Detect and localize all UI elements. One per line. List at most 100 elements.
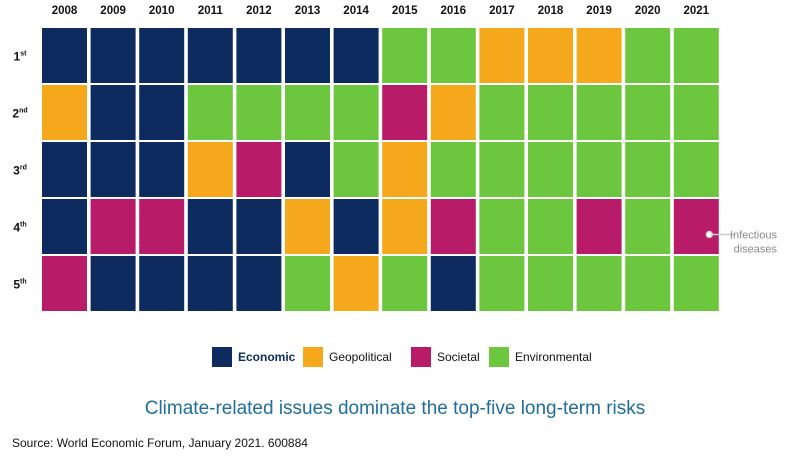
cell-2021-rank-2 [673, 85, 719, 140]
cell-2008-rank-3 [42, 142, 87, 197]
annotation-text-line: Infectious [730, 230, 778, 242]
legend-swatch-geopolitical [303, 347, 323, 367]
cell-2010-rank-3 [139, 142, 185, 197]
cell-2021-rank-1 [673, 28, 719, 83]
cell-2017-rank-4 [479, 199, 525, 254]
year-label-2011: 2011 [198, 5, 224, 17]
cell-2013-rank-1 [285, 28, 330, 83]
legend-label-economic: Economic [238, 350, 296, 364]
cell-2016-rank-5 [430, 256, 476, 311]
source-note: Source: World Economic Forum, January 20… [12, 436, 308, 450]
cell-2009-rank-1 [90, 28, 136, 83]
cell-2014-rank-5 [333, 256, 379, 311]
cell-2016-rank-3 [430, 142, 476, 197]
rank-labels: 1st 2nd 3rd 4th 5th [12, 50, 27, 292]
cell-2008-rank-2 [42, 85, 87, 140]
legend-label-environmental: Environmental [515, 350, 592, 364]
cell-2009-rank-2 [90, 85, 136, 140]
cell-2012-rank-4 [236, 199, 282, 254]
chart-caption: Climate-related issues dominate the top-… [144, 398, 646, 419]
cell-2020-rank-2 [625, 85, 671, 140]
cell-2011-rank-5 [187, 256, 233, 311]
year-label-2018: 2018 [538, 5, 564, 17]
legend: Economic Geopolitical Societal Environmenta… [212, 347, 592, 367]
cell-2014-rank-2 [333, 85, 379, 140]
risk-heatmap-chart: 2008 2009 2010 2011 2012 2013 2014 2015 2016 2017… [12, 5, 778, 367]
cell-2014-rank-1 [333, 28, 379, 83]
year-label-2013: 2013 [295, 5, 321, 17]
year-label-2016: 2016 [441, 5, 467, 17]
cell-2012-rank-1 [236, 28, 282, 83]
cell-2010-rank-4 [139, 199, 185, 254]
cell-2017-rank-1 [479, 28, 525, 83]
cell-2018-rank-2 [528, 85, 573, 140]
year-label-2010: 2010 [149, 5, 175, 17]
cell-2015-rank-4 [382, 199, 428, 254]
cell-2008-rank-4 [42, 199, 87, 254]
rank-label-3: 3rd [13, 164, 27, 178]
cell-2019-rank-1 [576, 28, 622, 83]
cell-2017-rank-2 [479, 85, 525, 140]
rank-label-4: 4th [13, 221, 26, 235]
cell-2013-rank-3 [285, 142, 330, 197]
cell-2018-rank-1 [528, 28, 573, 83]
cell-2019-rank-4 [576, 199, 622, 254]
legend-swatch-societal [411, 347, 431, 367]
cell-2011-rank-1 [187, 28, 233, 83]
rank-label-2: 2nd [12, 107, 27, 121]
cell-2009-rank-4 [90, 199, 136, 254]
legend-swatch-economic [212, 347, 232, 367]
year-label-2020: 2020 [635, 5, 661, 17]
cell-2016-rank-1 [430, 28, 476, 83]
cell-2020-rank-5 [625, 256, 671, 311]
cell-2011-rank-3 [187, 142, 233, 197]
year-label-2014: 2014 [343, 5, 369, 17]
legend-label-geopolitical: Geopolitical [329, 350, 392, 364]
annotation-dot [705, 230, 714, 239]
legend-label-societal: Societal [437, 350, 480, 364]
cell-2016-rank-2 [430, 85, 476, 140]
cell-2015-rank-2 [382, 85, 428, 140]
year-label-2021: 2021 [684, 5, 710, 17]
cell-2019-rank-3 [576, 142, 622, 197]
cell-2020-rank-3 [625, 142, 671, 197]
cell-2008-rank-5 [42, 256, 87, 311]
cell-2018-rank-4 [528, 199, 573, 254]
year-label-2015: 2015 [392, 5, 418, 17]
cell-2013-rank-4 [285, 199, 330, 254]
cell-2014-rank-4 [333, 199, 379, 254]
year-label-2012: 2012 [246, 5, 272, 17]
cell-2011-rank-4 [187, 199, 233, 254]
cell-2020-rank-1 [625, 28, 671, 83]
cell-2010-rank-2 [139, 85, 185, 140]
cell-2013-rank-2 [285, 85, 330, 140]
cell-2019-rank-5 [576, 256, 622, 311]
cell-2009-rank-5 [90, 256, 136, 311]
annotation-text-line: diseases [734, 244, 778, 256]
cell-2010-rank-1 [139, 28, 185, 83]
cell-2021-rank-4 [673, 199, 719, 254]
cell-2012-rank-3 [236, 142, 282, 197]
year-label-2017: 2017 [489, 5, 515, 17]
year-label-2009: 2009 [100, 5, 126, 17]
cell-2012-rank-5 [236, 256, 282, 311]
cell-2021-rank-3 [673, 142, 719, 197]
year-label-2019: 2019 [586, 5, 612, 17]
cell-2019-rank-2 [576, 85, 622, 140]
cell-2021-rank-5 [673, 256, 719, 311]
rank-label-5: 5th [13, 278, 26, 292]
infectious-diseases-annotation: Infectious diseases [705, 230, 778, 256]
risk-cells [42, 28, 719, 311]
year-label-2008: 2008 [52, 5, 78, 17]
cell-2010-rank-5 [139, 256, 185, 311]
cell-2013-rank-5 [285, 256, 330, 311]
cell-2009-rank-3 [90, 142, 136, 197]
cell-2017-rank-5 [479, 256, 525, 311]
cell-2008-rank-1 [42, 28, 87, 83]
cell-2015-rank-3 [382, 142, 428, 197]
cell-2014-rank-3 [333, 142, 379, 197]
rank-label-1: 1st [14, 50, 28, 64]
cell-2015-rank-1 [382, 28, 428, 83]
legend-swatch-environmental [489, 347, 509, 367]
cell-2016-rank-4 [430, 199, 476, 254]
